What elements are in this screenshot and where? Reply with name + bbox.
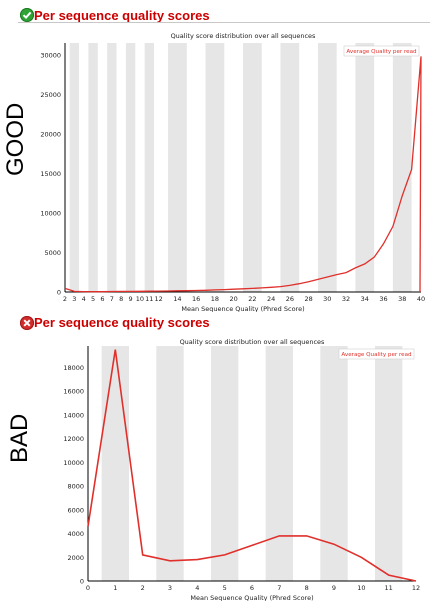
x-tick-label: 1	[113, 584, 117, 592]
x-tick-label: 11	[145, 295, 153, 303]
y-tick-label: 2000	[67, 554, 84, 562]
x-tick-label: 8	[119, 295, 123, 303]
grid-stripe	[211, 346, 239, 581]
x-tick-label: 28	[304, 295, 312, 303]
x-tick-label: 9	[129, 295, 133, 303]
grid-stripe	[168, 43, 187, 292]
good-quality-chart: Quality score distribution over all sequ…	[40, 32, 425, 312]
grid-stripe	[88, 43, 98, 292]
series-line	[87, 349, 417, 582]
grid-stripe	[392, 43, 412, 292]
grid-stripe	[69, 43, 80, 292]
y-tick-label: 18000	[63, 364, 84, 372]
legend-label: Average Quality per read	[346, 49, 417, 55]
y-tick-label: 0	[80, 578, 84, 586]
x-axis-label: Mean Sequence Quality (Phred Score)	[181, 305, 304, 312]
x-tick-label: 10	[357, 584, 365, 592]
x-tick-label: 5	[91, 295, 95, 303]
section-heading: Per sequence quality scores	[34, 8, 210, 23]
y-tick-label: 15000	[40, 170, 61, 178]
y-tick-label: 10000	[63, 459, 84, 467]
y-tick-label: 25000	[40, 91, 61, 99]
y-tick-label: 16000	[63, 388, 84, 396]
x-tick-label: 22	[248, 295, 256, 303]
x-tick-label: 11	[385, 584, 393, 592]
x-tick-label: 36	[379, 295, 387, 303]
x-tick-label: 7	[277, 584, 281, 592]
y-tick-label: 10000	[40, 209, 61, 217]
y-tick-label: 5000	[44, 249, 61, 257]
x-tick-label: 6	[100, 295, 104, 303]
x-tick-label: 9	[332, 584, 336, 592]
legend-box	[338, 348, 415, 360]
x-tick-label: 12	[412, 584, 420, 592]
section-heading: Per sequence quality scores	[34, 315, 210, 330]
x-tick-label: 20	[229, 295, 237, 303]
x-tick-label: 26	[286, 295, 294, 303]
good-panel: Per sequence quality scores GOOD	[2, 8, 430, 176]
x-tick-label: 10	[136, 295, 144, 303]
grid-stripe	[265, 346, 293, 581]
x-tick-label: 8	[305, 584, 309, 592]
y-tick-label: 4000	[67, 530, 84, 538]
grid-stripe	[317, 43, 337, 292]
chart-title: Quality score distribution over all sequ…	[171, 32, 316, 40]
x-tick-label: 14	[173, 295, 181, 303]
y-tick-label: 12000	[63, 435, 84, 443]
x-tick-label: 4	[195, 584, 199, 592]
x-tick-label: 3	[72, 295, 76, 303]
grid-stripe	[243, 43, 262, 292]
fail-cross-icon	[20, 316, 34, 330]
chart-title: Quality score distribution over all sequ…	[180, 338, 325, 346]
x-tick-label: 18	[211, 295, 219, 303]
y-tick-label: 6000	[67, 506, 84, 514]
y-tick-label: 30000	[40, 51, 61, 59]
x-tick-label: 38	[398, 295, 406, 303]
x-tick-label: 2	[141, 584, 145, 592]
grid-stripe	[320, 346, 348, 581]
grid-stripe	[144, 43, 154, 292]
grid-stripe	[156, 346, 184, 581]
x-tick-label: 24	[267, 295, 275, 303]
x-tick-label: 32	[342, 295, 350, 303]
x-tick-label: 5	[223, 584, 227, 592]
grid-stripe	[355, 43, 375, 292]
x-tick-label: 34	[361, 295, 369, 303]
y-tick-label: 8000	[67, 483, 84, 491]
x-tick-label: 6	[250, 584, 254, 592]
x-tick-label: 40	[417, 295, 425, 303]
grid-stripe	[280, 43, 300, 292]
x-tick-label: 3	[168, 584, 172, 592]
x-tick-label: 30	[323, 295, 331, 303]
y-tick-label: 20000	[40, 130, 61, 138]
y-tick-label: 14000	[63, 411, 84, 419]
x-tick-label: 2	[63, 295, 67, 303]
series-line	[64, 56, 422, 293]
heading-divider	[18, 22, 430, 23]
x-tick-label: 12	[155, 295, 163, 303]
x-axis-label: Mean Sequence Quality (Phred Score)	[190, 594, 313, 601]
grid-stripe	[125, 43, 136, 292]
x-tick-label: 16	[192, 295, 200, 303]
pass-check-icon	[20, 8, 34, 22]
y-tick-label: 0	[57, 289, 61, 297]
grid-stripe	[375, 346, 403, 581]
x-tick-label: 7	[110, 295, 114, 303]
legend-label: Average Quality per read	[341, 352, 412, 358]
x-tick-label: 0	[86, 584, 90, 592]
legend-box	[343, 45, 420, 57]
x-tick-label: 4	[82, 295, 86, 303]
bad-panel: Per sequence quality scores BAD	[0, 312, 432, 601]
grid-stripe	[107, 43, 117, 292]
grid-stripe	[101, 346, 129, 581]
grid-stripe	[205, 43, 225, 292]
